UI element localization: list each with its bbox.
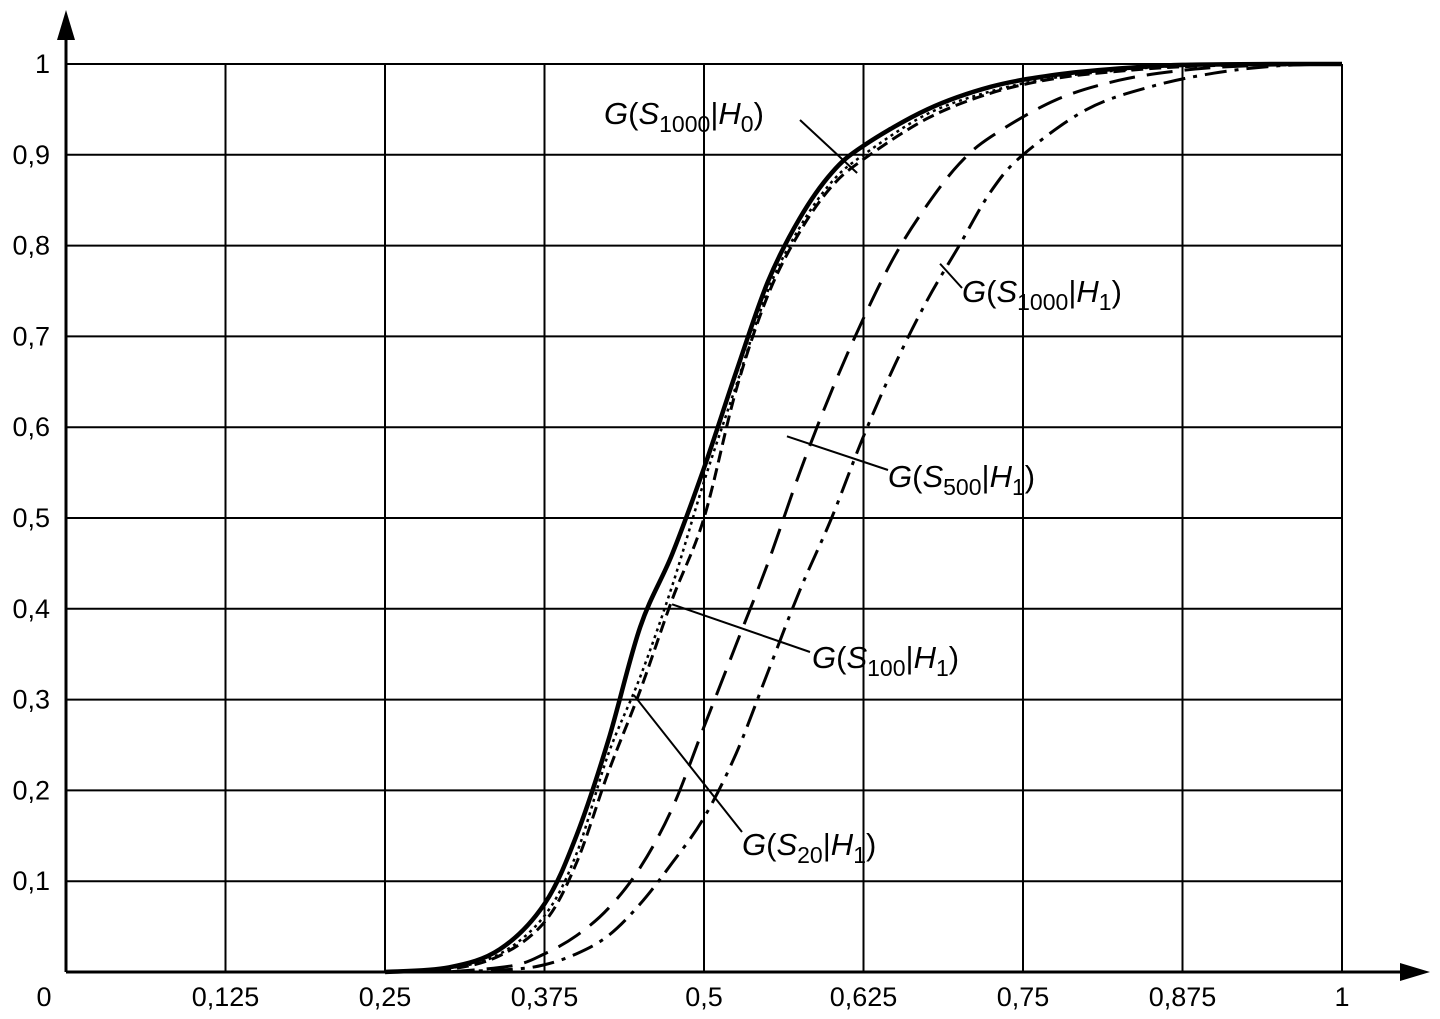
label-s: S xyxy=(922,459,943,494)
label-paren: ( xyxy=(912,459,923,494)
x-tick-label: 0 xyxy=(36,982,51,1012)
y-tick-label: 0,1 xyxy=(12,866,50,896)
y-tick-label: 0,6 xyxy=(12,412,50,442)
x-tick-label: 0,125 xyxy=(192,982,260,1012)
label-g: G xyxy=(742,827,766,862)
series-label: G(S1000|H1) xyxy=(962,274,1122,315)
label-paren: ) xyxy=(754,96,764,131)
label-paren: ( xyxy=(766,827,777,862)
series-label: G(S20|H1) xyxy=(742,827,876,868)
label-h: H xyxy=(1076,274,1099,309)
label-bar: | xyxy=(823,827,831,862)
label-h: H xyxy=(990,459,1013,494)
label-g: G xyxy=(888,459,912,494)
y-tick-label: 0,3 xyxy=(12,685,50,715)
series-line xyxy=(448,62,1343,974)
series-line xyxy=(448,62,1343,974)
label-paren: ( xyxy=(628,96,639,131)
x-tick-label: 0,875 xyxy=(1149,982,1217,1012)
y-tick-label: 0,7 xyxy=(12,321,50,351)
x-tick-label: 0,75 xyxy=(997,982,1050,1012)
label-bar: | xyxy=(710,96,718,131)
label-h: H xyxy=(914,640,937,675)
label-s: S xyxy=(846,640,867,675)
x-tick-label: 1 xyxy=(1334,982,1349,1012)
label-h-subscript: 0 xyxy=(741,111,754,137)
label-bar: | xyxy=(982,459,990,494)
label-paren: ( xyxy=(986,274,997,309)
label-h: H xyxy=(831,827,854,862)
x-tick-label: 0,25 xyxy=(359,982,412,1012)
label-paren: ) xyxy=(1025,459,1035,494)
label-h: H xyxy=(718,96,741,131)
series-lines xyxy=(384,61,1343,975)
label-g: G xyxy=(812,640,836,675)
leader-line xyxy=(939,263,963,289)
series-labels: G(S1000|H0)G(S1000|H1)G(S500|H1)G(S100|H… xyxy=(604,96,1122,868)
label-g: G xyxy=(962,274,986,309)
y-tick-label: 0,5 xyxy=(12,503,50,533)
label-paren: ( xyxy=(836,640,847,675)
y-tick-label: 0,2 xyxy=(12,775,50,805)
label-h-subscript: 1 xyxy=(936,655,949,681)
leader-line xyxy=(633,694,743,833)
label-h-subscript: 1 xyxy=(853,842,866,868)
y-tick-label: 0,4 xyxy=(12,594,50,624)
y-tick-label: 0,9 xyxy=(12,140,50,170)
y-axis-arrow xyxy=(57,10,75,40)
y-tick-labels: 0,1 0,2 0,3 0,4 0,5 0,6 0,7 0,8 0,9 1 xyxy=(12,49,50,896)
y-tick-label: 1 xyxy=(35,49,50,79)
label-s: S xyxy=(996,274,1017,309)
label-paren: ) xyxy=(949,640,959,675)
label-s-subscript: 500 xyxy=(943,474,981,500)
label-s: S xyxy=(776,827,797,862)
series-label: G(S100|H1) xyxy=(812,640,959,681)
x-tick-label: 0,5 xyxy=(685,982,723,1012)
leader-lines xyxy=(633,119,963,833)
label-bar: | xyxy=(1068,274,1076,309)
label-paren: ) xyxy=(1112,274,1122,309)
x-tick-label: 0,375 xyxy=(511,982,579,1012)
label-s-subscript: 100 xyxy=(867,655,905,681)
label-h-subscript: 1 xyxy=(1012,474,1025,500)
x-tick-label: 0,625 xyxy=(830,982,898,1012)
label-paren: ) xyxy=(866,827,876,862)
series-line xyxy=(384,62,1343,974)
leader-line xyxy=(799,119,858,174)
series-label: G(S500|H1) xyxy=(888,459,1035,500)
y-tick-label: 0,8 xyxy=(12,231,50,261)
axes xyxy=(57,10,1430,981)
label-s-subscript: 1000 xyxy=(1017,289,1068,315)
label-s-subscript: 20 xyxy=(797,842,823,868)
x-tick-labels: 0 0,125 0,25 0,375 0,5 0,625 0,75 0,875 1 xyxy=(36,982,1349,1012)
leader-line xyxy=(671,603,811,653)
label-h-subscript: 1 xyxy=(1099,289,1112,315)
leader-line xyxy=(786,435,889,471)
label-s: S xyxy=(638,96,659,131)
grid xyxy=(66,63,1343,972)
label-bar: | xyxy=(906,640,914,675)
x-axis-arrow xyxy=(1400,963,1430,981)
label-g: G xyxy=(604,96,628,131)
series-line xyxy=(384,61,1343,975)
series-label: G(S1000|H0) xyxy=(604,96,764,137)
label-s-subscript: 1000 xyxy=(659,111,710,137)
